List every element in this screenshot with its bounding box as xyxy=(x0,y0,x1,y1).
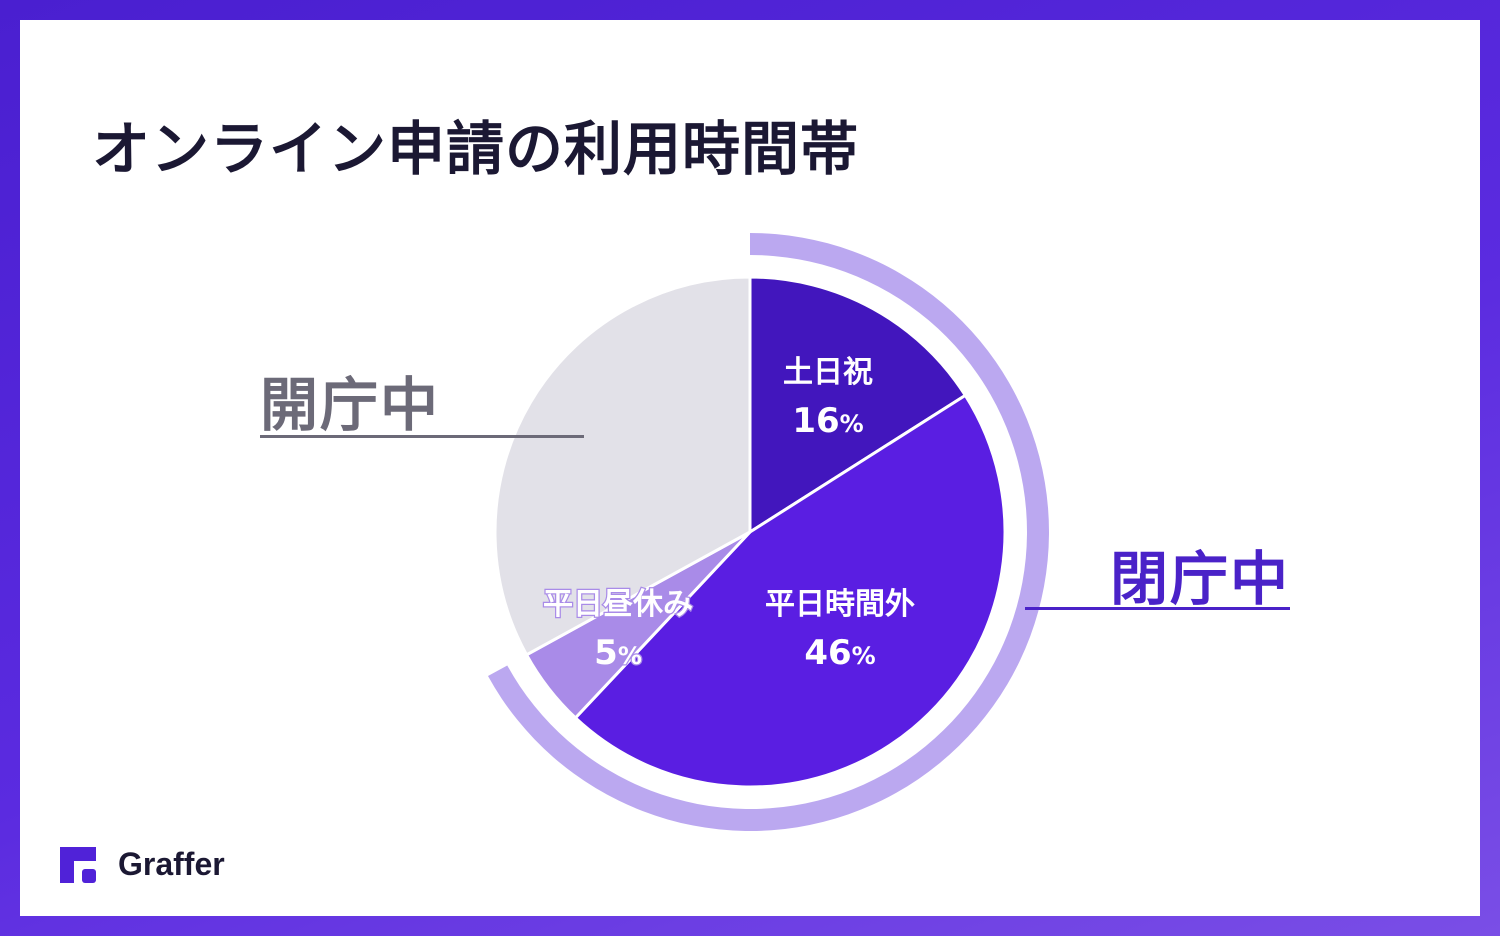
chart-card: オンライン申請の利用時間帯 土日祝 16% 平日時間外 46% 平日昼休み 5% 開庁中 … xyxy=(20,20,1480,916)
pie-slice-1 xyxy=(748,275,967,534)
slice-value-unit: % xyxy=(618,642,642,670)
pie-slice-4 xyxy=(493,275,752,657)
pie-slice-2 xyxy=(573,393,1007,789)
slice-value-1: 16% xyxy=(792,401,863,441)
slice-label-2: 平日時間外 xyxy=(765,587,915,622)
slice-value-unit: % xyxy=(840,410,864,438)
slice-value-unit: % xyxy=(852,642,876,670)
graffer-logo-icon xyxy=(60,846,96,883)
brand-name: Graffer xyxy=(118,846,225,882)
slice-label-1: 土日祝 xyxy=(783,355,873,390)
group-label-open-underline xyxy=(260,435,584,438)
group-label-closed-underline xyxy=(1025,607,1290,610)
group-label-closed: 閉庁中 xyxy=(1110,545,1291,613)
brand-logo: Graffer xyxy=(60,846,225,883)
group-label-open: 開庁中 xyxy=(260,371,441,439)
chart-title: オンライン申請の利用時間帯 xyxy=(92,115,860,183)
slice-label-3: 平日昼休み xyxy=(543,587,693,622)
